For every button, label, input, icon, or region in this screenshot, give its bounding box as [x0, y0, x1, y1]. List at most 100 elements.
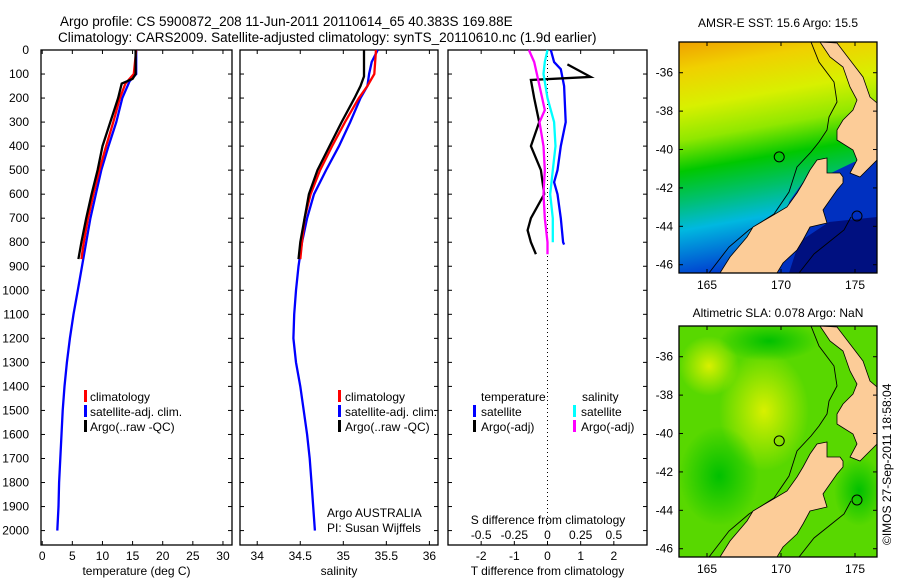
watermark: ©IMOS 27-Sep-2011 18:58:04 [880, 383, 894, 545]
x-tick-label: 36 [423, 549, 437, 563]
s-tick-label: -0.25 [501, 528, 529, 542]
figure-title-line1: Argo profile: CS 5900872_208 11-Jun-2011… [60, 14, 513, 29]
sla-low-patch [719, 326, 819, 361]
legend-label-climatology: climatology [90, 390, 150, 404]
lat-tick-label: -40 [656, 143, 674, 157]
sla-low-patch [834, 456, 877, 526]
salinity-legend: climatology satellite-adj. clim. Argo(..… [327, 390, 437, 535]
x-tick-label: 1 [577, 549, 584, 563]
series-line-salinity-satellite [542, 49, 557, 243]
legend-header-salinity: salinity [582, 390, 619, 404]
sst-map-title: AMSR-E SST: 15.6 Argo: 15.5 [698, 16, 858, 30]
lon-tick-label: 165 [697, 278, 717, 292]
depth-tick-label: 2000 [2, 524, 29, 538]
depth-tick-label: 0 [22, 43, 29, 57]
lon-tick-label: 175 [845, 278, 865, 292]
x-axis-label: T difference from climatology [471, 564, 625, 578]
depth-tick-label: 200 [9, 91, 29, 105]
x-tick-label: 35 [337, 549, 351, 563]
annotation-pi: PI: Susan Wijffels [327, 521, 421, 535]
eddy-marker [851, 210, 863, 222]
legend-label-argo: Argo(..raw -QC) [90, 420, 175, 434]
lon-tick-label: 170 [771, 562, 791, 576]
land-north-island [819, 326, 877, 462]
depth-tick-label: 700 [9, 211, 29, 225]
depth-tick-label: 900 [9, 259, 29, 273]
depth-tick-label: 1800 [2, 476, 29, 490]
x-tick-label: 5 [69, 549, 76, 563]
lon-tick-label: 170 [771, 278, 791, 292]
legend-swatch-climatology [338, 390, 341, 402]
legend-label-satellite: satellite-adj. clim. [345, 405, 437, 419]
x-tick-label: 20 [156, 549, 170, 563]
legend-label-argo: Argo(..raw -QC) [345, 420, 430, 434]
series-line-argo-raw-qc [77, 50, 137, 260]
depth-tick-label: 1100 [3, 307, 29, 321]
land-north-island [819, 42, 877, 178]
difference-legend: temperature satellite Argo(-adj) salinit… [471, 390, 635, 527]
lat-tick-label: -46 [656, 258, 674, 272]
lat-tick-label: -38 [656, 104, 674, 118]
sla-high-patch [679, 336, 739, 396]
series-line-temperature-satellite [549, 49, 567, 246]
lat-tick-label: -36 [656, 350, 674, 364]
depth-tick-label: 1900 [2, 500, 29, 514]
series-line-salinity-argo-adj [527, 49, 549, 255]
s-tick-label: -0.5 [471, 528, 492, 542]
legend-swatch-satellite [338, 405, 341, 417]
legend-label-climatology: climatology [345, 390, 405, 404]
x-tick-label: -2 [476, 549, 487, 563]
x-tick-label: 35.5 [375, 549, 399, 563]
depth-axis-labels: 0 100 200 300 400 500 600 700 800 900 1000 1100 1200… [2, 43, 29, 538]
lat-tick-label: -40 [656, 427, 674, 441]
lat-tick-label: -44 [656, 503, 674, 517]
sla-map: 165 170 175 -36 -38 -40 -42 -44 -46 [656, 325, 878, 576]
depth-tick-label: 1300 [2, 355, 29, 369]
lon-tick-label: 175 [845, 562, 865, 576]
lat-tick-label: -44 [656, 219, 674, 233]
legend-swatch-s-argo [573, 420, 576, 432]
legend-swatch-satellite [84, 405, 87, 417]
difference-panel: -2 -0.5 -1 -0.25 0 0 1 0.25 2 0.5 T difference fro… [447, 49, 648, 578]
depth-tick-label: 1500 [2, 403, 29, 417]
legend-label-satellite: satellite-adj. clim. [90, 405, 182, 419]
legend-label-s-satellite: satellite [581, 405, 622, 419]
eddy-marker [851, 494, 863, 506]
x-tick-label: -1 [509, 549, 520, 563]
depth-tick-label: 400 [9, 139, 29, 153]
isobath-line [798, 216, 852, 273]
depth-tick-label: 1400 [2, 379, 29, 393]
lat-tick-label: -38 [656, 388, 674, 402]
lon-tick-label: 165 [697, 562, 717, 576]
x-axis-label: temperature (deg C) [82, 564, 190, 578]
legend-header-temperature: temperature [481, 390, 546, 404]
legend-swatch-s-satellite [573, 405, 576, 417]
temperature-legend: climatology satellite-adj. clim. Argo(..… [84, 390, 182, 434]
argo-position-marker [773, 151, 785, 163]
s-tick-label: 0.5 [605, 528, 622, 542]
legend-swatch-argo [84, 420, 87, 432]
lat-tick-label: -36 [656, 66, 674, 80]
s-tick-label: 0.25 [569, 528, 593, 542]
legend-swatch-argo [338, 420, 341, 432]
figure-title-line2: Climatology: CARS2009. Satellite-adjuste… [58, 30, 597, 45]
lat-tick-label: -42 [656, 181, 674, 195]
x-tick-label: 0 [544, 549, 551, 563]
legend-label-t-satellite: satellite [481, 405, 522, 419]
depth-tick-label: 1000 [2, 283, 29, 297]
map-frame [678, 41, 878, 274]
depth-tick-label: 300 [9, 115, 29, 129]
sla-map-title: Altimetric SLA: 0.078 Argo: NaN [693, 306, 864, 320]
depth-tick-label: 100 [9, 67, 29, 81]
land-south-island [719, 441, 844, 557]
x-tick-label: 34.5 [289, 549, 313, 563]
legend-swatch-climatology [84, 390, 87, 402]
sla-low-patch [679, 426, 759, 526]
depth-tick-label: 600 [9, 187, 29, 201]
map-frame [678, 325, 878, 558]
land-south-island [719, 157, 844, 273]
cold-water-core [789, 217, 877, 273]
series-line-satellite-adj-clim [56, 50, 138, 531]
argo-position-marker [773, 435, 785, 447]
